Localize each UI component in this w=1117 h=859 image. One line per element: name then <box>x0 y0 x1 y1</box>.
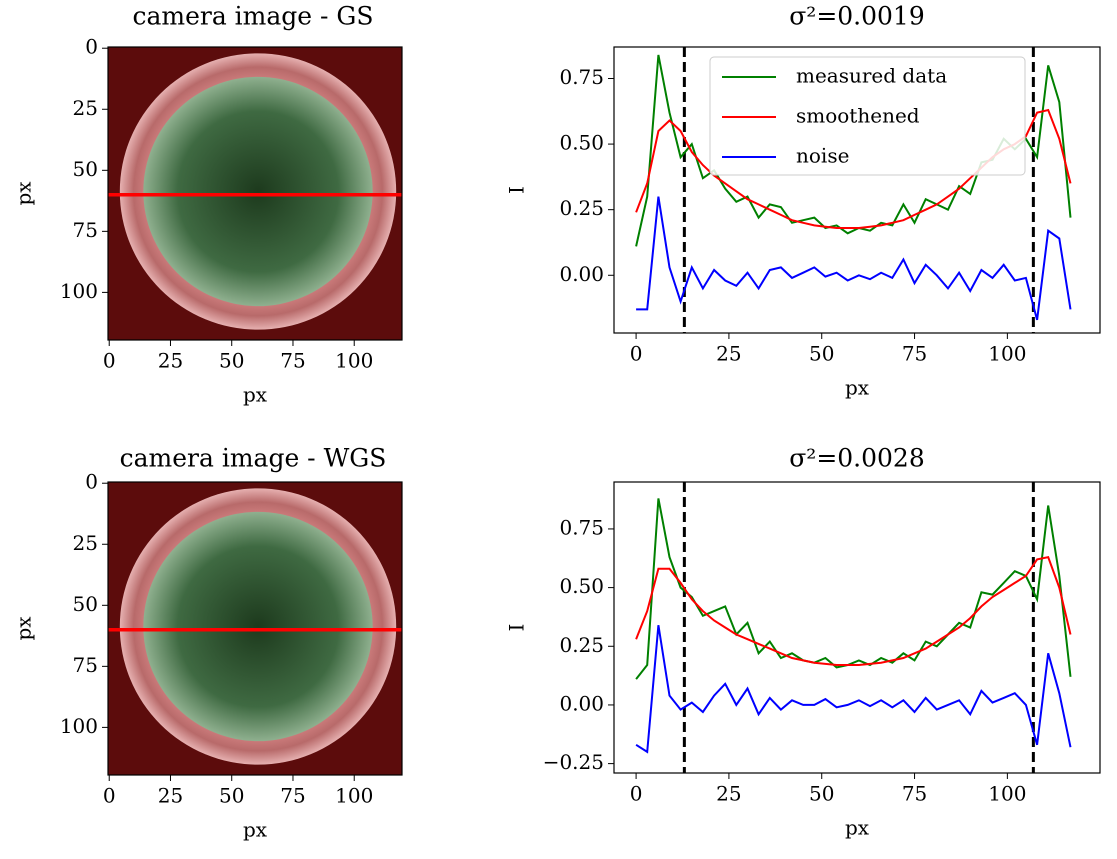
chart-title: σ²=0.0028 <box>789 444 925 473</box>
y-tick-label: 0.00 <box>559 691 604 715</box>
chart-title: camera image - GS <box>132 2 373 31</box>
x-tick-label: 100 <box>335 784 373 808</box>
y-tick-label: 0.00 <box>559 262 604 286</box>
y-tick-label: 0.25 <box>559 196 604 220</box>
x-tick-label: 100 <box>335 349 373 373</box>
x-axis-label: px <box>845 376 870 400</box>
x-tick-label: 75 <box>280 784 305 808</box>
x-tick-label: 75 <box>280 349 305 373</box>
y-tick-label: 0.75 <box>559 65 604 89</box>
legend-box <box>709 56 1026 176</box>
x-tick-label: 50 <box>219 349 244 373</box>
subplot: 0 25 50 75 100 0 25 50 75 100 camera image - GS px p… <box>12 2 403 407</box>
y-tick-label: 50 <box>73 592 98 616</box>
legend-label: measured data <box>796 64 947 88</box>
x-tick-label: 0 <box>630 782 643 806</box>
x-tick-label: 25 <box>716 782 741 806</box>
y-tick-label: 75 <box>73 653 98 677</box>
x-tick-label: 50 <box>809 782 834 806</box>
series-line <box>635 555 1072 666</box>
y-tick-label: 0.75 <box>559 515 604 539</box>
x-tick-label: 50 <box>219 784 244 808</box>
subplot: measured data smoothened noise 0 25 50 75 100 0.… <box>505 2 1101 400</box>
subplot: 0 25 50 75 100 −0.25 0.00 0.25 0.50 0.75 σ²=0.0028… <box>505 444 1101 840</box>
series-line <box>635 625 1072 754</box>
plot-area <box>108 482 402 775</box>
y-tick-label: 25 <box>73 96 98 120</box>
y-axis-label: I <box>505 186 529 194</box>
y-tick-label: 25 <box>73 531 98 555</box>
chart-title: camera image - WGS <box>120 444 387 473</box>
x-tick-label: 75 <box>902 342 927 366</box>
x-tick-label: 100 <box>988 342 1026 366</box>
y-tick-label: −0.25 <box>543 750 604 774</box>
x-tick-label: 0 <box>630 342 643 366</box>
beam-core <box>143 511 373 742</box>
y-tick-label: 50 <box>73 157 98 181</box>
x-axis-label: px <box>845 816 870 840</box>
y-tick-label: 100 <box>60 279 98 303</box>
subplot: 0 25 50 75 100 0 25 50 75 100 camera image - WGS px… <box>12 444 403 842</box>
plot-area <box>108 47 402 340</box>
y-axis-label: px <box>12 616 36 641</box>
x-tick-label: 0 <box>103 349 116 373</box>
y-tick-label: 75 <box>73 218 98 242</box>
y-tick-label: 0 <box>85 470 98 494</box>
x-tick-label: 100 <box>988 782 1026 806</box>
axes-frame <box>107 481 403 776</box>
y-tick-label: 0.50 <box>559 574 604 598</box>
axes-frame <box>613 481 1101 774</box>
y-axis-label: px <box>12 181 36 206</box>
x-tick-label: 25 <box>158 784 183 808</box>
x-axis-label: px <box>243 383 268 407</box>
series-line <box>636 196 1072 321</box>
y-tick-label: 100 <box>60 714 98 738</box>
x-tick-label: 75 <box>902 782 927 806</box>
plot-area <box>635 482 1072 773</box>
y-tick-label: 0 <box>85 35 98 59</box>
axes-frame <box>613 46 1101 334</box>
axes-frame <box>107 46 403 341</box>
y-tick-label: 0.50 <box>559 131 604 155</box>
series-line <box>635 498 1072 680</box>
x-tick-label: 50 <box>809 342 834 366</box>
x-tick-label: 0 <box>103 784 116 808</box>
x-tick-label: 25 <box>158 349 183 373</box>
beam-core <box>143 76 373 307</box>
legend-label: noise <box>796 144 849 168</box>
x-axis-label: px <box>243 818 268 842</box>
x-tick-label: 25 <box>716 342 741 366</box>
y-tick-label: 0.25 <box>559 633 604 657</box>
legend-label: smoothened <box>796 104 920 128</box>
chart-title: σ²=0.0019 <box>789 2 925 31</box>
y-axis-label: I <box>505 624 529 632</box>
